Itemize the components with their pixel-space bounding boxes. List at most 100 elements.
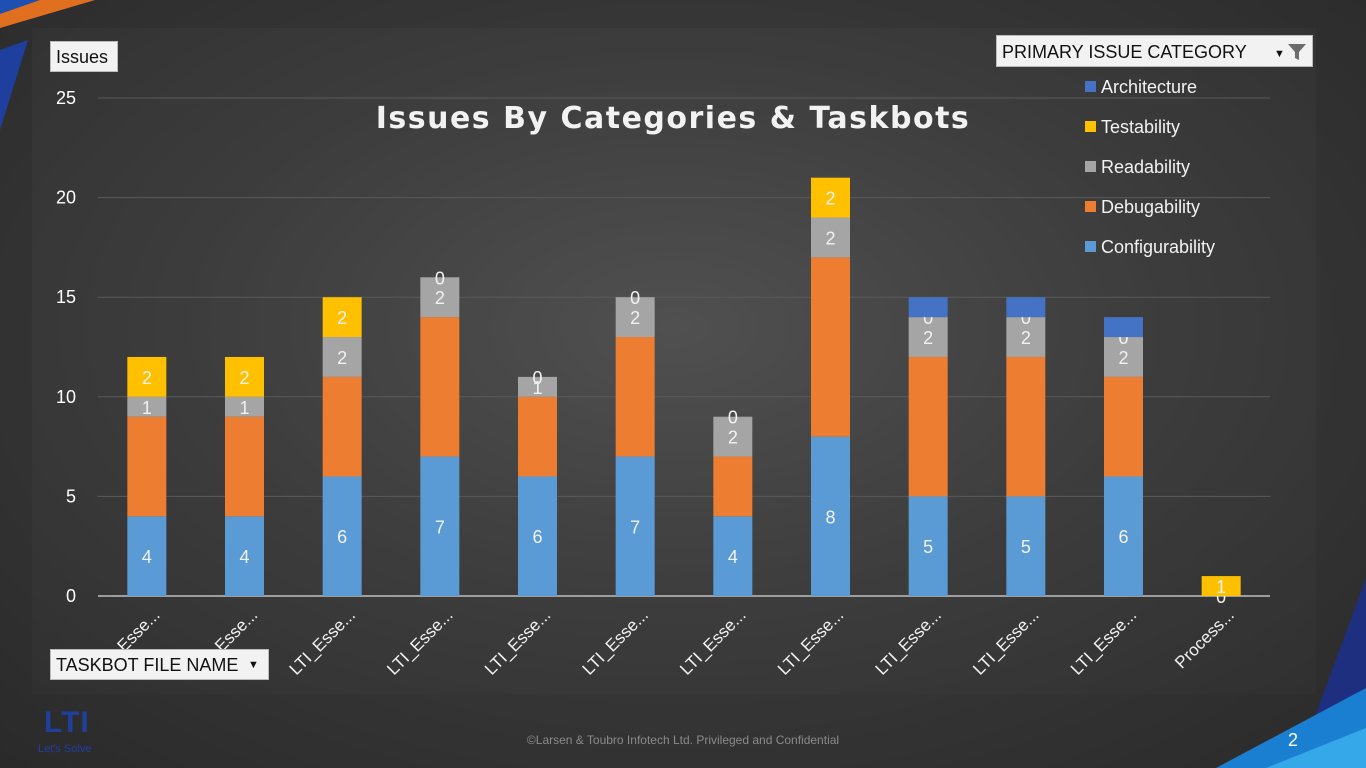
- bar-readability: [1006, 317, 1046, 357]
- bar-readability: [518, 376, 557, 397]
- data-label: 6: [1118, 527, 1128, 547]
- bar-readability: [420, 277, 460, 318]
- bar-architecture: [908, 297, 948, 318]
- legend-label: Readability: [1101, 157, 1190, 177]
- legend-swatch: [1085, 201, 1096, 212]
- y-tick-label: 15: [56, 287, 76, 307]
- bar-testability: [225, 356, 264, 397]
- x-tick-label: LTI_Esse...: [1067, 605, 1140, 678]
- legend-swatch: [1085, 161, 1096, 172]
- x-tick-label: LTI_Esse...: [579, 605, 652, 678]
- legend-label: Testability: [1101, 117, 1180, 137]
- data-label: 0: [435, 268, 445, 288]
- y-tick-label: 20: [56, 188, 76, 208]
- lti-logo: LTI: [44, 706, 90, 739]
- bar-debugability: [1006, 356, 1046, 497]
- legend-label: Debugability: [1101, 197, 1200, 217]
- bar-configurability: [1006, 496, 1046, 596]
- bar-configurability: [713, 516, 753, 596]
- bar-readability: [908, 317, 948, 357]
- bar-debugability: [225, 416, 264, 517]
- bar-testability: [127, 356, 167, 397]
- data-label: 2: [630, 308, 640, 328]
- data-label: 7: [435, 517, 445, 537]
- bar-architecture: [1006, 297, 1046, 318]
- data-label: 1: [239, 398, 249, 418]
- bar-readability: [322, 337, 362, 377]
- data-label: 2: [337, 348, 347, 368]
- lti-logo-tagline: Let's Solve: [38, 743, 92, 755]
- data-label: 2: [337, 308, 347, 328]
- data-label: 2: [1118, 348, 1128, 368]
- legend-swatch: [1085, 81, 1096, 92]
- y-tick-label: 25: [56, 88, 76, 108]
- bar-readability: [811, 217, 850, 258]
- bar-configurability: [1104, 476, 1143, 596]
- data-label: 6: [337, 527, 347, 547]
- legend-swatch: [1085, 241, 1096, 252]
- data-label: 2: [1021, 328, 1031, 348]
- legend-swatch: [1085, 121, 1096, 132]
- data-label: 2: [435, 288, 445, 308]
- bar-configurability: [127, 516, 167, 596]
- data-label: 4: [142, 547, 152, 567]
- bar-debugability: [127, 416, 167, 517]
- data-label: 7: [630, 517, 640, 537]
- data-label: 1: [142, 398, 152, 418]
- data-label: 0: [630, 288, 640, 308]
- chart-title: Issues By Categories & Taskbots: [376, 101, 971, 136]
- bar-readability: [1104, 337, 1143, 377]
- corner-accent-left: [0, 40, 28, 130]
- data-label: 2: [142, 368, 152, 388]
- bar-configurability: [420, 456, 460, 596]
- bar-configurability: [225, 516, 264, 596]
- bar-architecture: [1104, 317, 1143, 338]
- data-label: 2: [239, 368, 249, 388]
- bar-debugability: [322, 376, 362, 477]
- data-label: 4: [239, 547, 249, 567]
- data-label: 1: [1216, 577, 1226, 597]
- data-label: 0: [1021, 308, 1031, 328]
- legend-label: Architecture: [1101, 77, 1197, 97]
- dropdown-arrow-icon: ▼: [248, 659, 259, 671]
- bar-debugability: [811, 257, 850, 437]
- bar-testability: [811, 177, 850, 218]
- x-tick-label: LTI_Esse...: [676, 605, 749, 678]
- data-label: 0: [532, 368, 542, 388]
- y-tick-label: 10: [56, 387, 76, 407]
- data-label: 2: [825, 228, 835, 248]
- data-label: 0: [728, 408, 738, 428]
- x-tick-label: LTI_Esse...: [286, 605, 359, 678]
- data-label: 2: [728, 428, 738, 448]
- data-label: 8: [825, 507, 835, 527]
- bar-debugability: [615, 337, 655, 457]
- x-tick-label: LTI_Esse...: [481, 605, 554, 678]
- y-tick-label: 5: [66, 486, 76, 506]
- corner-accent-bottom-right: [1216, 578, 1366, 768]
- footer-copyright: ©Larsen & Toubro Infotech Ltd. Privilege…: [526, 733, 840, 747]
- data-label: 0: [923, 308, 933, 328]
- bar-debugability: [420, 317, 460, 457]
- bar-configurability: [518, 476, 557, 596]
- page-number: 2: [1288, 730, 1299, 750]
- bar-readability: [615, 297, 655, 338]
- bar-configurability: [908, 496, 948, 596]
- data-label: 2: [825, 189, 835, 209]
- bar-configurability: [322, 476, 362, 596]
- bar-debugability: [1104, 376, 1143, 477]
- bar-testability: [322, 297, 362, 338]
- primary-issue-category-filter[interactable]: PRIMARY ISSUE CATEGORY ▼: [996, 35, 1313, 67]
- bar-testability: [1201, 576, 1241, 596]
- issues-field-button[interactable]: Issues: [50, 41, 118, 72]
- corner-accent-top-left: [0, 0, 95, 28]
- dropdown-arrow-icon: ▼: [1274, 48, 1285, 60]
- taskbot-file-name-filter[interactable]: TASKBOT FILE NAME ▼: [50, 649, 269, 680]
- bar-configurability: [811, 436, 850, 596]
- category-filter-label: PRIMARY ISSUE CATEGORY: [1002, 42, 1247, 62]
- data-label: 0: [1118, 328, 1128, 348]
- x-tick-label: LTI_Esse...: [383, 605, 456, 678]
- data-label: 4: [728, 547, 738, 567]
- bar-readability: [127, 396, 167, 417]
- x-tick-label: Process...: [1171, 605, 1238, 672]
